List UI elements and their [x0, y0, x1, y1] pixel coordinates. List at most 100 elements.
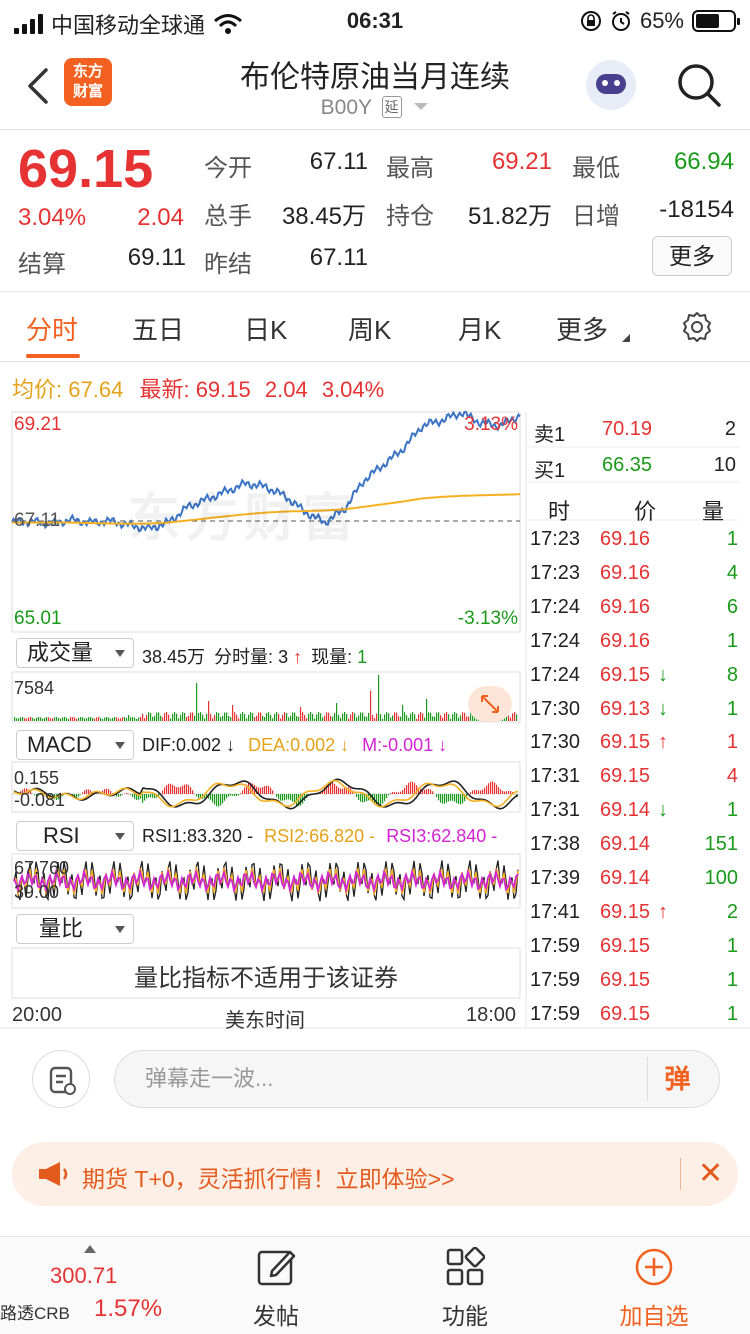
- volume-bar: [514, 712, 516, 721]
- change-amount: 2.04: [137, 204, 184, 231]
- volume-bar: [312, 713, 314, 721]
- macd-bar: [228, 794, 230, 797]
- tab-2[interactable]: 日K: [244, 315, 288, 345]
- volume-bar: [440, 715, 442, 721]
- signal-icon: [14, 14, 43, 34]
- volume-bar: [132, 717, 134, 721]
- macd-bar: [184, 784, 186, 794]
- volume-bar: [32, 717, 34, 721]
- tick-price: 69.16: [600, 561, 651, 584]
- volume-bar: [116, 717, 118, 721]
- back-arrow-icon[interactable]: [24, 66, 54, 106]
- volume-bar: [108, 717, 110, 721]
- macd-bar: [26, 788, 28, 794]
- more-stats-button[interactable]: 更多: [652, 236, 732, 276]
- tick-qty: 1: [726, 731, 738, 754]
- volume-bar: [430, 712, 432, 721]
- volume-bar: [148, 712, 150, 721]
- search-icon[interactable]: [676, 62, 722, 108]
- tick-price: 69.14: [600, 799, 651, 822]
- intraday-chart[interactable]: [0, 360, 750, 1030]
- volume-bar: [380, 714, 382, 721]
- macd-bar: [340, 788, 342, 794]
- macd-bar: [402, 790, 404, 794]
- macd-bar: [454, 794, 456, 802]
- security-code-selector[interactable]: B00Y 延: [0, 96, 750, 120]
- volume-bar: [306, 718, 308, 721]
- macd-bar: [378, 794, 380, 806]
- pct-high-label: 3.13%: [464, 414, 518, 435]
- index-widget[interactable]: 300.71 路透CRB 1.57%: [0, 1237, 180, 1334]
- notes-icon[interactable]: [32, 1050, 90, 1108]
- volume-bar: [146, 714, 148, 721]
- macd-bar: [164, 787, 166, 794]
- macd-bar: [400, 791, 402, 794]
- macd-selector[interactable]: MACD: [16, 730, 134, 760]
- macd-bar: [358, 794, 360, 800]
- battery-percent: 65%: [639, 8, 684, 33]
- tab-4[interactable]: 月K: [458, 315, 502, 345]
- danmaku-input[interactable]: 弹幕走一波... 弹: [114, 1050, 720, 1108]
- volume-bar: [162, 717, 164, 721]
- macd-bar: [478, 790, 480, 794]
- tab-1[interactable]: 五日: [132, 315, 185, 345]
- macd-bar: [506, 791, 508, 794]
- macd-bar: [188, 785, 190, 794]
- volume-bar: [278, 713, 280, 721]
- gear-icon[interactable]: [680, 310, 714, 344]
- promo-banner[interactable]: 期货 T+0，灵活抓行情！立即体验>> ✕: [12, 1142, 738, 1206]
- caret-up-icon: [84, 1245, 96, 1253]
- tab-3[interactable]: 周K: [348, 315, 392, 345]
- close-icon[interactable]: ✕: [698, 1157, 724, 1190]
- volume-bar: [428, 712, 430, 721]
- macd-bar: [412, 781, 414, 794]
- chart-info-line: 均价: 67.64 最新: 69.15 2.04 3.04%: [12, 372, 384, 404]
- tab-0[interactable]: 分时: [26, 315, 79, 345]
- tab-5[interactable]: 更多: [556, 315, 609, 345]
- volume-bar: [272, 718, 274, 721]
- macd-bar: [288, 794, 290, 800]
- macd-bar: [204, 794, 206, 799]
- volume-bar: [362, 712, 364, 721]
- danmaku-toggle-button[interactable]: 弹: [647, 1057, 707, 1101]
- macd-bar: [390, 793, 392, 794]
- expand-icon[interactable]: [468, 686, 512, 722]
- volume-bar: [110, 718, 112, 721]
- rsi-lower-label: 39.00: [14, 882, 60, 902]
- tick-price: 69.15: [600, 968, 651, 991]
- volume-bar: [212, 718, 214, 721]
- volume-bar: [122, 717, 124, 721]
- volume-bar: [424, 717, 426, 721]
- macd-bar: [22, 789, 24, 794]
- volume-bar: [322, 717, 324, 721]
- delay-tag: 延: [381, 96, 402, 118]
- volume-bar: [226, 712, 228, 721]
- volume-bar: [222, 715, 224, 721]
- ratio-selector[interactable]: 量比: [16, 914, 134, 944]
- status-right: 65%: [580, 8, 740, 34]
- plus-circle-icon: [635, 1248, 673, 1286]
- latest-value: 69.15: [195, 377, 251, 402]
- tick-time: 17:31: [530, 765, 581, 788]
- rsi-selector[interactable]: RSI: [16, 821, 134, 851]
- volume-bar: [172, 713, 174, 721]
- volume-bar: [402, 705, 404, 721]
- volume-bar: [30, 717, 32, 721]
- rsi-upper-label: 67.760: [14, 858, 70, 878]
- functions-label: 功能: [442, 1303, 488, 1329]
- volume-bar: [318, 712, 320, 721]
- macd-bar: [84, 790, 86, 794]
- volume-selector[interactable]: 成交量: [16, 638, 134, 668]
- volume-bar: [508, 715, 510, 721]
- macd-bar: [118, 794, 120, 797]
- volume-bar: [152, 716, 154, 721]
- robot-assistant-icon[interactable]: [586, 60, 636, 110]
- macd-bar: [242, 790, 244, 794]
- tick-qty: 6: [726, 595, 738, 618]
- macd-bar: [176, 787, 178, 794]
- macd-bar: [142, 794, 144, 803]
- volume-bar: [66, 717, 68, 721]
- macd-bar: [406, 785, 408, 794]
- avg-value: 67.64: [68, 377, 124, 402]
- volume-bar: [456, 713, 458, 721]
